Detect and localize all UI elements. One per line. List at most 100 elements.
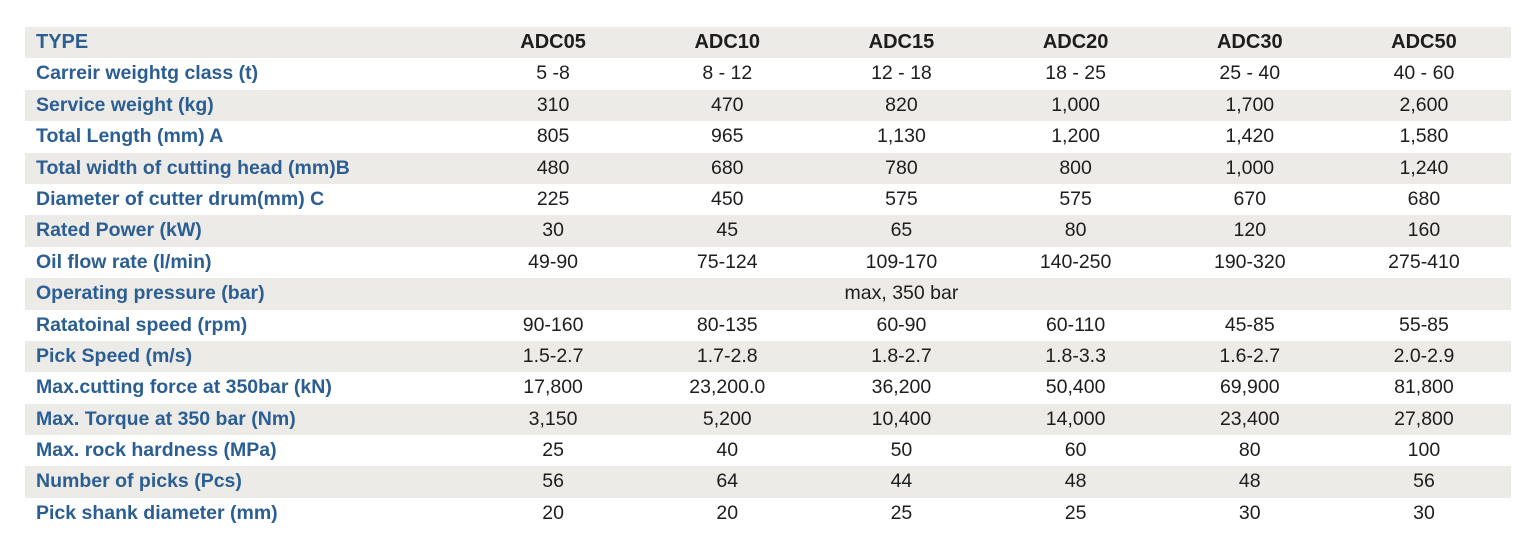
row-label: Max. rock hardness (MPa) [36, 439, 277, 462]
cell-value: 1,420 [1225, 125, 1275, 148]
cell-value: 1.8-2.7 [871, 344, 932, 367]
cell-value: 50,400 [1045, 376, 1106, 399]
cell-value: 3,150 [528, 407, 578, 430]
cell-value: 23,400 [1219, 407, 1280, 430]
cell-value: 49-90 [528, 250, 579, 273]
cell-value: 1,240 [1399, 156, 1449, 179]
cell-value: 23,200.0 [689, 376, 766, 399]
cell-value: 780 [885, 156, 918, 179]
cell-value: 5,200 [702, 407, 752, 430]
row-label: Number of picks (Pcs) [36, 470, 242, 493]
cell-value: 55-85 [1399, 313, 1449, 336]
cell-value: 25 [542, 439, 564, 462]
row-label: Operating pressure (bar) [36, 282, 265, 305]
cell-value: 575 [885, 187, 918, 210]
cell-value: 80 [1064, 219, 1087, 242]
row-label: Total Length (mm) A [36, 125, 224, 148]
table-row-operating-pressure: Operating pressure (bar) max, 350 bar [25, 278, 1511, 310]
table-row-max-rock-hardness: Max. rock hardness (MPa) 25 40 50 60 80 … [25, 435, 1511, 466]
cell-value: 56 [542, 470, 564, 493]
column-header-adc05: ADC05 [520, 31, 586, 53]
cell-value: 5 -8 [536, 62, 570, 85]
cell-value: 965 [710, 125, 744, 148]
table-row-number-of-picks: Number of picks (Pcs) 56 64 44 48 48 56 [25, 466, 1511, 498]
cell-value: 470 [710, 93, 744, 116]
cell-value: 14,000 [1045, 407, 1106, 430]
cell-value: 90-160 [522, 313, 584, 336]
cell-value: 8 - 12 [702, 62, 753, 85]
cell-value: 65 [890, 219, 913, 242]
cell-value: 69,900 [1219, 376, 1280, 399]
cell-value: 60-110 [1045, 313, 1106, 336]
row-label: Rated Power (kW) [36, 219, 202, 242]
cell-value: 160 [1407, 219, 1441, 242]
cell-value: 27,800 [1394, 407, 1454, 430]
column-header-adc15: ADC15 [868, 31, 935, 53]
cell-value: 45 [716, 219, 739, 242]
column-header-adc50: ADC50 [1391, 31, 1457, 53]
cell-value: 30 [1238, 501, 1261, 524]
cell-value: 275-410 [1388, 250, 1460, 273]
row-label: Oil flow rate (l/min) [36, 250, 212, 273]
cell-value: 60 [1064, 439, 1087, 462]
cell-value: 1,200 [1051, 125, 1100, 148]
row-label: Total width of cutting head (mm)B [36, 156, 350, 179]
row-label: Pick Speed (m/s) [36, 344, 193, 367]
cell-value: 30 [542, 219, 564, 242]
table-row-pick-speed: Pick Speed (m/s) 1.5-2.7 1.7-2.8 1.8-2.7… [25, 340, 1511, 373]
cell-value: 1,130 [877, 125, 926, 148]
cell-value: 25 - 40 [1219, 62, 1281, 85]
row-label: Pick shank diameter (mm) [36, 501, 278, 524]
cell-value: 1,580 [1399, 125, 1449, 148]
cell-value: 36,200 [871, 376, 932, 399]
cell-value: 680 [710, 156, 744, 179]
cell-value: 25 [890, 501, 913, 524]
row-label: Max. Torque at 350 bar (Nm) [36, 407, 296, 430]
spec-table: TYPE ADC05 ADC10 ADC15 ADC20 ADC30 ADC50… [25, 27, 1511, 529]
cell-value: 18 - 25 [1045, 62, 1106, 85]
table-row-oil-flow-rate: Oil flow rate (l/min) 49-90 75-124 109-1… [25, 247, 1511, 278]
row-label: Max.cutting force at 350bar (kN) [36, 376, 332, 399]
cell-value: 1.5-2.7 [522, 344, 584, 367]
cell-value: 2.0-2.9 [1393, 344, 1455, 367]
cell-value: 1.7-2.8 [696, 344, 758, 367]
column-header-adc10: ADC10 [694, 31, 761, 53]
row-label: Service weight (kg) [36, 93, 214, 116]
cell-value: 1,700 [1225, 93, 1275, 116]
cell-value: 30 [1413, 501, 1435, 524]
cell-value: 1,000 [1051, 93, 1100, 116]
table-row-drum-diameter: Diameter of cutter drum(mm) C 225 450 57… [25, 184, 1511, 215]
column-header-type: TYPE [36, 31, 89, 53]
column-header-adc30: ADC30 [1216, 31, 1283, 53]
table-row-max-cutting-force: Max.cutting force at 350bar (kN) 17,800 … [25, 372, 1511, 403]
cell-value: 575 [1059, 187, 1092, 210]
cell-value: 81,800 [1394, 376, 1454, 399]
cell-value: 40 - 60 [1393, 62, 1455, 85]
cell-value: 2,600 [1399, 93, 1449, 116]
cell-value: 480 [536, 156, 570, 179]
table-row-rated-power: Rated Power (kW) 30 45 65 80 120 160 [25, 215, 1511, 247]
cell-value: 820 [885, 93, 918, 116]
table-row-total-width: Total width of cutting head (mm)B 480 68… [25, 152, 1511, 184]
cell-value: 48 [1064, 470, 1087, 493]
cell-value: 40 [716, 439, 739, 462]
cell-value: 45-85 [1224, 313, 1275, 336]
cell-value: 60-90 [876, 313, 927, 336]
cell-value: 20 [542, 501, 564, 524]
cell-value: 75-124 [696, 250, 758, 273]
cell-value: 64 [716, 470, 739, 493]
cell-value: 10,400 [871, 407, 932, 430]
cell-value: 670 [1233, 187, 1267, 210]
table-row-service-weight: Service weight (kg) 310 470 820 1,000 1,… [25, 89, 1511, 122]
table-row-pick-shank-diameter: Pick shank diameter (mm) 20 20 25 25 30 … [25, 498, 1511, 529]
column-header-adc20: ADC20 [1042, 31, 1109, 53]
cell-value: 450 [710, 187, 744, 210]
header-row: TYPE ADC05 ADC10 ADC15 ADC20 ADC30 ADC50 [25, 27, 1511, 59]
cell-value: 190-320 [1213, 250, 1286, 273]
cell-value: 44 [890, 470, 913, 493]
cell-value: 17,800 [523, 376, 583, 399]
cell-value: 1.6-2.7 [1219, 344, 1281, 367]
cell-value: 48 [1238, 470, 1261, 493]
cell-value: 80-135 [696, 313, 758, 336]
cell-value: 805 [536, 125, 570, 148]
